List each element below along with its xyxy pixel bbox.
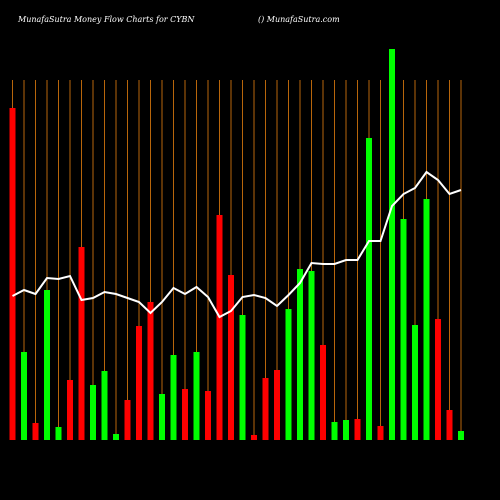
bar bbox=[354, 419, 361, 440]
bar bbox=[216, 215, 223, 440]
bar bbox=[228, 275, 234, 440]
bar bbox=[32, 423, 39, 440]
bar bbox=[113, 434, 119, 440]
bar bbox=[182, 389, 188, 440]
bar bbox=[9, 108, 16, 440]
bar bbox=[412, 325, 418, 440]
bar bbox=[423, 199, 430, 440]
chart-subtitle: () MunafaSutra.com bbox=[258, 15, 340, 24]
bar bbox=[400, 219, 407, 440]
bar bbox=[377, 426, 384, 440]
bar bbox=[55, 427, 62, 440]
bar bbox=[251, 435, 257, 440]
bar bbox=[101, 371, 108, 440]
bar bbox=[205, 391, 211, 440]
bar bbox=[262, 378, 269, 440]
bar bbox=[239, 315, 246, 440]
price-line bbox=[12, 170, 462, 319]
bar bbox=[159, 394, 165, 440]
bar bbox=[44, 290, 50, 440]
bar bbox=[90, 385, 96, 440]
bar bbox=[147, 302, 154, 440]
bar bbox=[389, 49, 395, 440]
bar bbox=[136, 326, 142, 440]
bar bbox=[435, 319, 441, 440]
bar bbox=[331, 422, 338, 440]
bar bbox=[446, 410, 453, 440]
bar bbox=[297, 269, 303, 440]
chart-title: MunafaSutra Money Flow Charts for CYBN bbox=[17, 15, 195, 24]
bar bbox=[320, 345, 326, 440]
bar bbox=[343, 420, 349, 440]
bar bbox=[366, 138, 372, 440]
bar bbox=[67, 380, 73, 440]
bar bbox=[458, 431, 464, 440]
bar bbox=[193, 352, 200, 440]
bar bbox=[124, 400, 131, 440]
bar bbox=[21, 352, 27, 440]
bar bbox=[285, 309, 292, 440]
bar bbox=[170, 355, 177, 440]
bar bbox=[78, 247, 85, 440]
bar bbox=[274, 370, 280, 440]
bar bbox=[308, 271, 315, 440]
